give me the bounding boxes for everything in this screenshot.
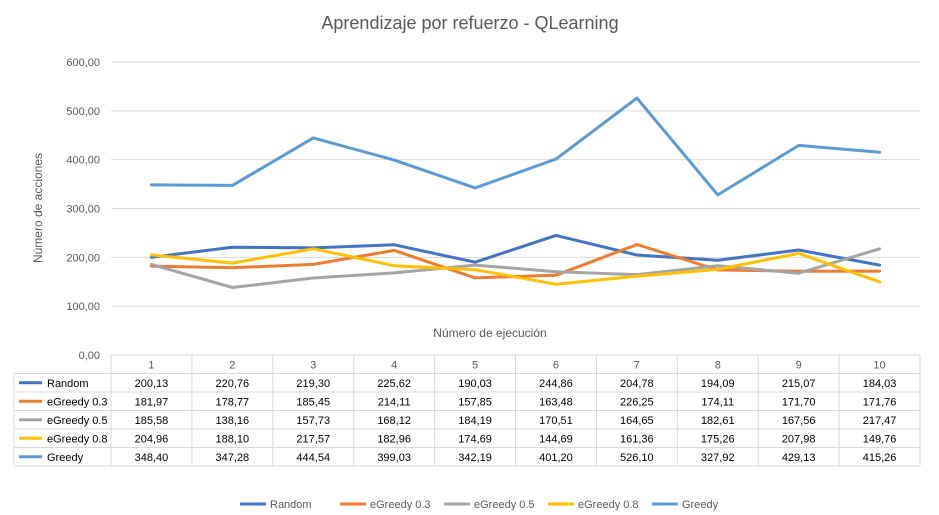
table-cell-value: 188,10 [216,433,250,445]
table-cell-value: 401,20 [539,452,573,464]
table-series-name: Random [47,378,89,390]
x-tick-label: 8 [715,359,721,371]
y-tick-labels: 0,00 100,00 200,00 300,00 400,00 500,00 600,00 [66,57,100,362]
x-tick-label: 7 [634,359,640,371]
table-cell-value: 215,07 [782,378,816,390]
series-lines [149,96,882,289]
legend: Random eGreedy 0.3 eGreedy 0.5 eGreedy 0.8 G… [240,499,719,511]
table-series-name: eGreedy 0.5 [47,415,108,427]
x-tick-label: 6 [553,359,559,371]
table-cell-value: 184,03 [863,378,897,390]
table-cell-value: 182,61 [701,415,735,427]
table-series-name: eGreedy 0.8 [47,433,108,445]
y-tick-label: 0,00 [79,350,100,362]
table-cell-value: 217,47 [863,415,897,427]
table-cell-value: 171,70 [782,396,816,408]
table-cell-value: 167,56 [782,415,816,427]
y-tick-label: 600,00 [66,57,100,69]
series-line [149,247,882,286]
table-cell-value: 217,57 [296,433,330,445]
table-cell-value: 161,36 [620,433,654,445]
table-cell-value: 244,86 [539,378,573,390]
x-tick-label: 5 [472,359,478,371]
table-cell-value: 184,19 [458,415,492,427]
table-cell-value: 220,76 [216,378,250,390]
y-tick-label: 300,00 [66,204,100,216]
table-cell-value: 157,73 [296,415,330,427]
table-cell-value: 164,65 [620,415,654,427]
table-cell-value: 185,58 [135,415,169,427]
table-cell-value: 415,26 [863,452,897,464]
table-cell-value: 207,98 [782,433,816,445]
series-line [149,96,882,197]
legend-label: eGreedy 0.3 [370,499,431,511]
table-cell-value: 171,76 [863,396,897,408]
x-tick-label: 1 [148,359,154,371]
x-axis-label: Número de ejecución [433,326,546,340]
table-cell-value: 204,78 [620,378,654,390]
table-cell-value: 399,03 [377,452,411,464]
y-tick-label: 400,00 [66,155,100,167]
table-cell-value: 182,96 [377,433,411,445]
table-cell-value: 347,28 [216,452,250,464]
table-cell-value: 348,40 [135,452,169,464]
table-cell-value: 204,96 [135,433,169,445]
table-cell-value: 219,30 [296,378,330,390]
table-cell-value: 444,54 [296,452,330,464]
table-cell-value: 149,76 [863,433,897,445]
table-cell-value: 138,16 [216,415,250,427]
legend-label: eGreedy 0.8 [578,499,639,511]
table-cell-value: 181,97 [135,396,169,408]
table-cell-value: 170,51 [539,415,573,427]
data-table: 1 2 3 4 5 6 7 8 9 10 Random 200,13 220,76 219,30 225,6… [13,354,921,467]
table-cell-value: 526,10 [620,452,654,464]
table-cell-value: 194,09 [701,378,735,390]
legend-label: eGreedy 0.5 [474,499,535,511]
table-cell-value: 327,92 [701,452,735,464]
series-line [149,247,882,289]
y-tick-label: 200,00 [66,252,100,264]
y-axis-label: Número de acciones [31,153,45,263]
table-cell-value: 168,12 [377,415,411,427]
table-cell-value: 163,48 [539,396,573,408]
table-cell-value: 185,45 [296,396,330,408]
table-cell-value: 175,26 [701,433,735,445]
table-cell-value: 157,85 [458,396,492,408]
table-cell-value: 429,13 [782,452,816,464]
legend-label: Random [270,499,312,511]
y-tick-label: 100,00 [66,301,100,313]
table-cell-value: 225,62 [377,378,411,390]
x-tick-label: 9 [796,359,802,371]
chart-title: Aprendizaje por refuerzo - QLearning [321,13,618,33]
gridlines [111,61,920,307]
x-tick-label: 4 [391,359,397,371]
table-cell-value: 178,77 [216,396,250,408]
table-cell-value: 174,69 [458,433,492,445]
y-tick-label: 500,00 [66,106,100,118]
series-line [149,233,882,267]
table-series-name: Greedy [47,452,84,464]
table-cell-value: 226,25 [620,396,654,408]
table-cell-value: 214,11 [378,396,411,408]
table-series-name: eGreedy 0.3 [47,396,108,408]
x-tick-label: 3 [310,359,316,371]
table-cell-value: 190,03 [458,378,492,390]
legend-label: Greedy [682,499,719,511]
table-cell-value: 144,69 [539,433,573,445]
table-cell-value: 174,11 [701,396,734,408]
table-cell-value: 200,13 [135,378,169,390]
table-cell-value: 342,19 [458,452,492,464]
x-tick-label: 2 [229,359,235,371]
x-tick-label: 10 [873,359,885,371]
